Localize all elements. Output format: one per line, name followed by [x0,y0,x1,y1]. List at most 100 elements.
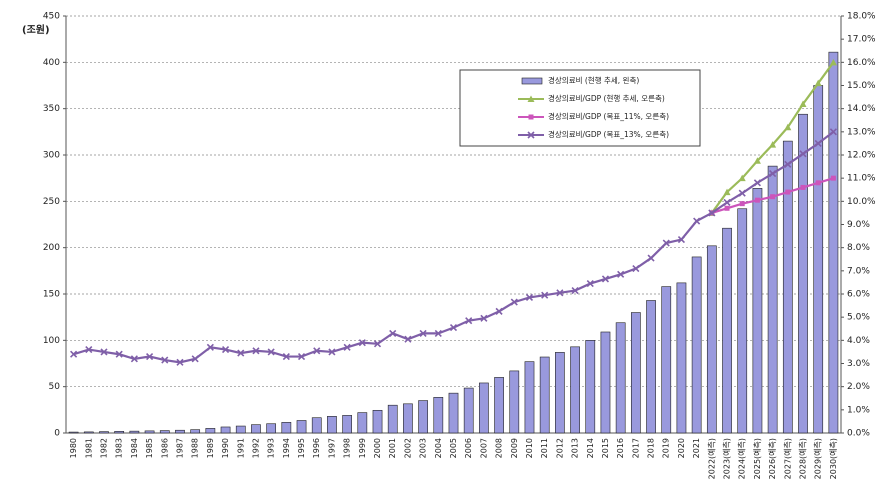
x-tick-label: 1986 [160,438,169,458]
x-tick-label: 2005 [449,438,458,458]
y2-tick-label: 9.0% [847,220,870,230]
bar [114,431,125,434]
y2-tick-label: 3.0% [847,359,870,369]
x-tick-label: 1992 [251,438,260,458]
line-point [358,339,366,347]
bar [342,415,352,434]
x-tick-label: 2027(예측) [782,438,792,479]
line-point [784,160,792,168]
x-tick-label: 1985 [145,438,154,458]
x-tick-label: 2008 [495,438,504,458]
line-point [541,291,549,299]
bar [235,425,246,434]
bar [691,256,702,434]
line-point [829,58,837,66]
y2-tick-label: 12.0% [847,151,876,161]
bar [585,340,596,434]
bar [463,387,474,434]
bar [281,422,292,434]
line-point [525,293,534,302]
line-point [770,194,776,200]
x-tick-label: 2016 [616,438,625,458]
x-tick-label: 1982 [99,438,108,458]
line-point [586,280,594,288]
line-point [419,329,427,337]
line-point [146,352,154,361]
bar [494,377,504,434]
y-tick-label: 100 [43,336,60,346]
y2-tick-label: 11.0% [847,174,876,184]
line-point [754,197,760,203]
x-tick-label: 2018 [647,438,656,458]
y-tick-label: 50 [49,382,61,392]
y2-tick-label: 1.0% [847,405,870,415]
bar [782,140,793,434]
bar [433,397,444,434]
line-point [100,348,108,356]
line-point [206,343,214,351]
x-tick-label: 1995 [297,438,306,458]
y2-tick-label: 6.0% [847,290,870,300]
x-tick-label: 2011 [540,438,549,458]
x-tick-label: 2012 [555,438,564,458]
legend-swatch [521,77,543,85]
bar [68,431,79,434]
line-point [527,131,535,139]
y2-tick-label: 18.0% [847,12,876,22]
line-point [829,128,837,136]
line-point [785,189,791,195]
line-point [191,355,199,363]
line-point [738,189,746,197]
line-point [510,298,518,306]
line-point [738,174,746,182]
line-point [723,198,731,207]
x-tick-label: 1981 [84,438,93,458]
line-point [815,180,821,186]
x-tick-label: 2023(예측) [722,438,732,479]
x-tick-label: 2020 [677,438,686,458]
y2-tick-label: 8.0% [847,243,870,253]
bar [220,426,231,434]
legend-label: 경상의료비 (현행 추세, 왼축) [548,75,639,85]
x-tick-label: 2025(예측) [752,438,762,479]
x-tick-label: 1984 [130,438,139,458]
x-tick-label: 1983 [115,438,124,458]
x-tick-label: 2009 [510,438,519,458]
x-tick-label: 2013 [571,438,580,458]
y2-tick-label: 0.0% [847,429,870,439]
bar [205,428,216,434]
bar [767,165,778,434]
x-tick-label: 1999 [358,438,367,458]
x-tick-label: 1996 [312,438,321,458]
x-tick-label: 2000 [373,438,382,458]
line-point [677,235,686,244]
y-tick-label: 300 [43,151,60,161]
bar [630,312,641,434]
line-point [313,347,321,355]
x-tick-label: 1994 [282,438,291,458]
line-point [480,314,488,322]
line-point [830,175,836,181]
y2-tick-label: 4.0% [847,336,870,346]
bar [327,416,337,434]
bar [555,352,565,434]
y-tick-label: 450 [43,12,60,22]
line-point [434,329,442,337]
x-tick-label: 2007 [479,438,488,458]
bar [403,403,413,434]
y-tick-label: 150 [43,290,60,300]
x-tick-label: 2001 [388,438,397,458]
bar [387,404,398,434]
x-tick-label: 2017 [631,438,640,458]
x-tick-label: 2002 [403,438,412,458]
legend-box [459,69,701,147]
line-point [617,270,625,278]
line-point [556,289,564,297]
x-tick-label: 1991 [236,438,245,458]
bar [661,286,672,434]
x-tick-label: 2024(예측) [737,438,747,479]
x-tick-label: 2015 [601,438,610,458]
y2-tick-label: 15.0% [847,81,876,91]
line-point [449,324,458,332]
line-point [297,352,306,361]
